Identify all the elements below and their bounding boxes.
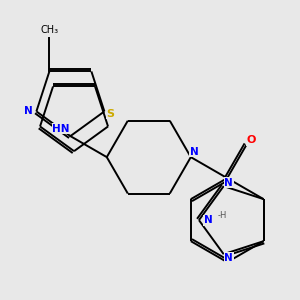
Text: N: N: [190, 147, 199, 157]
Text: CH₃: CH₃: [40, 25, 58, 35]
Text: O: O: [247, 135, 256, 145]
Text: N: N: [25, 106, 33, 116]
Text: N: N: [224, 178, 233, 188]
Text: -H: -H: [218, 211, 227, 220]
Text: N: N: [204, 215, 213, 225]
Text: S: S: [107, 109, 115, 118]
Text: HN: HN: [52, 124, 70, 134]
Text: N: N: [224, 253, 233, 262]
